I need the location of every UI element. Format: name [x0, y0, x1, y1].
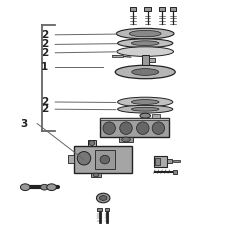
Bar [170, 7, 176, 11]
Ellipse shape [118, 39, 173, 48]
Bar [95, 150, 115, 169]
Text: 2: 2 [41, 30, 48, 40]
Bar [173, 170, 177, 174]
Ellipse shape [152, 122, 165, 134]
Bar [149, 58, 155, 62]
Ellipse shape [122, 137, 130, 142]
Text: 2: 2 [41, 39, 48, 49]
Bar [167, 159, 172, 163]
Ellipse shape [140, 113, 150, 118]
Bar [173, 160, 180, 162]
Ellipse shape [20, 184, 30, 191]
Ellipse shape [131, 107, 159, 111]
Bar [112, 55, 123, 57]
Ellipse shape [77, 152, 91, 165]
Text: 1: 1 [41, 62, 48, 72]
Ellipse shape [96, 193, 110, 203]
Ellipse shape [129, 30, 161, 37]
Text: 2: 2 [41, 48, 48, 58]
Text: 2: 2 [41, 97, 48, 107]
Bar [142, 55, 149, 65]
Bar [152, 114, 160, 118]
Bar [68, 155, 74, 163]
Ellipse shape [93, 173, 99, 177]
Bar [144, 7, 151, 11]
Ellipse shape [120, 122, 132, 134]
Bar [100, 118, 169, 120]
Ellipse shape [118, 97, 173, 107]
Ellipse shape [116, 28, 174, 39]
Ellipse shape [89, 141, 95, 145]
Ellipse shape [131, 100, 159, 104]
Bar [100, 118, 169, 137]
Bar [155, 158, 160, 165]
Ellipse shape [137, 122, 149, 134]
Ellipse shape [100, 155, 110, 164]
Ellipse shape [47, 184, 56, 191]
Bar [91, 173, 101, 177]
Text: 2: 2 [41, 104, 48, 114]
Bar [159, 7, 165, 11]
Bar [105, 208, 109, 211]
Bar [97, 208, 102, 211]
Text: 3: 3 [20, 119, 28, 129]
Bar [154, 156, 167, 167]
Ellipse shape [41, 184, 48, 190]
Ellipse shape [131, 41, 159, 46]
Ellipse shape [117, 47, 174, 56]
Ellipse shape [118, 105, 173, 113]
Bar [88, 140, 96, 146]
Ellipse shape [132, 69, 159, 75]
Ellipse shape [99, 196, 107, 200]
Bar [130, 7, 136, 11]
Bar [74, 146, 132, 173]
Ellipse shape [103, 122, 115, 134]
Bar [119, 137, 133, 142]
Ellipse shape [115, 65, 175, 79]
